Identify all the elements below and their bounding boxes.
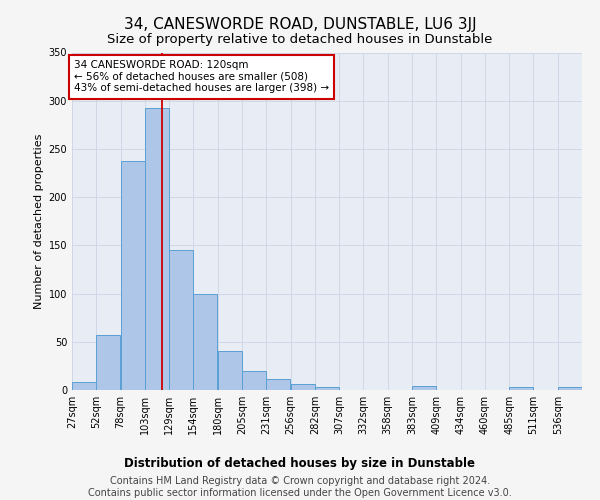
Text: Contains HM Land Registry data © Crown copyright and database right 2024.
Contai: Contains HM Land Registry data © Crown c… [88, 476, 512, 498]
Bar [193, 294, 217, 390]
Bar [145, 108, 169, 390]
Bar [290, 384, 314, 390]
Bar [266, 380, 290, 390]
Bar [558, 387, 582, 390]
Bar [242, 370, 266, 390]
Y-axis label: Number of detached properties: Number of detached properties [34, 134, 44, 309]
Text: Size of property relative to detached houses in Dunstable: Size of property relative to detached ho… [107, 32, 493, 46]
Bar [72, 382, 96, 390]
Bar [509, 387, 533, 390]
Text: Distribution of detached houses by size in Dunstable: Distribution of detached houses by size … [125, 458, 476, 470]
Bar [96, 335, 121, 390]
Bar [218, 352, 242, 390]
Bar [169, 250, 193, 390]
Text: 34 CANESWORDE ROAD: 120sqm
← 56% of detached houses are smaller (508)
43% of sem: 34 CANESWORDE ROAD: 120sqm ← 56% of deta… [74, 60, 329, 94]
Text: 34, CANESWORDE ROAD, DUNSTABLE, LU6 3JJ: 34, CANESWORDE ROAD, DUNSTABLE, LU6 3JJ [124, 18, 476, 32]
Bar [315, 387, 339, 390]
Bar [121, 160, 145, 390]
Bar [412, 386, 436, 390]
